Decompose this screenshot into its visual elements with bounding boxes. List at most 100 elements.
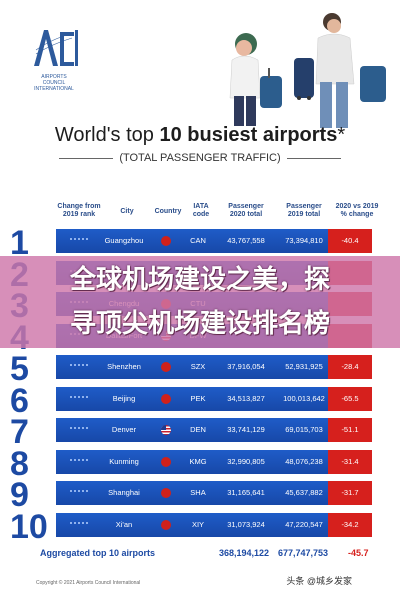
city: Denver xyxy=(111,425,137,434)
row-bar: Kunming KMG 32,990,805 48,076,238 -31.4 xyxy=(56,449,372,474)
iata-code: XIY xyxy=(191,519,205,529)
rank-number: 9 xyxy=(10,476,29,514)
flag-icon xyxy=(161,456,171,467)
flag-icon xyxy=(161,519,171,530)
table-header: Change from 2019 rank City Country IATA … xyxy=(0,203,400,233)
flag-icon xyxy=(161,425,171,435)
title-suffix: * xyxy=(337,124,346,146)
aggregate-label: Aggregated top 10 airports xyxy=(40,548,156,558)
iata-code: KMG xyxy=(189,456,207,466)
aggregate-p2020: 368,194,122 xyxy=(219,548,270,558)
iata-code: PEK xyxy=(190,393,206,403)
city: Xi'an xyxy=(115,519,133,529)
percent-change: -31.4 xyxy=(328,449,372,474)
chart-subtitle: (TOTAL PASSENGER TRAFFIC) xyxy=(0,152,400,164)
flag-icon xyxy=(161,488,171,498)
iata-code: CAN xyxy=(190,236,206,245)
plane-icon xyxy=(70,427,88,435)
table-row: 1 Guangzhou CAN 43,767,558 73,394,810 -40.4 xyxy=(0,224,400,262)
subtitle-rule-left xyxy=(59,157,114,159)
plane-icon xyxy=(70,490,88,498)
aggregate-change: -45.7 xyxy=(348,548,369,558)
percent-change: -65.5 xyxy=(328,386,372,411)
passengers-2019: 45,637,882 xyxy=(285,488,323,497)
table-row: 10 Xi'an XIY 31,073,924 47,220,547 -34.2 xyxy=(0,508,400,546)
flag-icon xyxy=(161,362,171,372)
iata-code: DEN xyxy=(190,425,206,434)
col-header-rank-change: Change from 2019 rank xyxy=(57,203,101,218)
aggregate-p2019: 677,747,753 xyxy=(278,548,329,558)
title-emphasis: busiest airports xyxy=(187,124,338,146)
passengers-2020: 31,165,641 xyxy=(227,488,265,497)
table-row: 7 Denver DEN 33,741,129 69,015,703 -51.1 xyxy=(0,413,400,451)
plane-icon xyxy=(70,521,88,530)
passengers-2019: 48,076,238 xyxy=(285,456,323,466)
row-bar: Denver DEN 33,741,129 69,015,703 -51.1 xyxy=(56,418,372,442)
passengers-2020: 31,073,924 xyxy=(227,519,265,529)
passengers-2019: 47,220,547 xyxy=(285,519,323,529)
aci-logo: AIRPORTS COUNCIL INTERNATIONAL xyxy=(30,26,78,92)
watermark: 头条 @城乡发家 xyxy=(286,576,352,586)
col-header-iata: IATA code xyxy=(192,203,210,218)
passengers-2019: 73,394,810 xyxy=(285,236,323,245)
copyright-footer: Copyright © 2021 Airports Council Intern… xyxy=(36,580,141,586)
aggregate-row: Aggregated top 10 airports 368,194,122 6… xyxy=(0,543,400,563)
overlay-line-1: 全球机场建设之美，探 xyxy=(69,265,330,295)
passengers-2019: 52,931,925 xyxy=(285,362,323,371)
passengers-2020: 32,990,805 xyxy=(227,456,265,466)
passengers-2020: 43,767,558 xyxy=(227,236,265,245)
row-bar: Beijing PEK 34,513,827 100,013,642 -65.5 xyxy=(56,386,372,411)
plane-icon xyxy=(70,395,88,404)
percent-change: -40.4 xyxy=(328,229,372,253)
city: Kunming xyxy=(109,456,139,466)
aci-org-line1: AIRPORTS COUNCIL xyxy=(41,74,67,86)
passengers-2020: 33,741,129 xyxy=(227,425,265,434)
passengers-2019: 100,013,642 xyxy=(283,393,325,403)
percent-change: -31.7 xyxy=(328,481,372,505)
row-bar: Shenzhen SZX 37,916,054 52,931,925 -28.4 xyxy=(56,355,372,379)
rank-number: 6 xyxy=(10,381,29,420)
aci-logo-mark xyxy=(30,26,78,70)
subtitle-text: (TOTAL PASSENGER TRAFFIC) xyxy=(119,152,281,164)
city: Shanghai xyxy=(108,488,140,497)
col-header-p2019: Passenger 2019 total xyxy=(286,203,322,218)
iata-code: SZX xyxy=(190,362,206,371)
title-prefix: World's top xyxy=(54,124,160,146)
aci-org-line2: INTERNATIONAL xyxy=(34,86,74,92)
col-header-city: City xyxy=(120,208,134,215)
col-header-p2020: Passenger 2020 total xyxy=(228,203,264,218)
table-row: 8 Kunming KMG 32,990,805 48,076,238 -31.4 xyxy=(0,445,400,483)
iata-code: SHA xyxy=(190,488,206,497)
col-header-country: Country xyxy=(154,208,182,215)
passengers-2020: 37,916,054 xyxy=(227,362,265,371)
plane-icon xyxy=(70,238,88,246)
table-row: 6 Beijing PEK 34,513,827 100,013,642 -65.5 xyxy=(0,382,400,420)
table-row: 5 Shenzhen SZX 37,916,054 52,931,925 -28.4 xyxy=(0,350,400,388)
overlay-banner xyxy=(0,256,400,348)
percent-change: -51.1 xyxy=(328,418,372,442)
passengers-2020: 34,513,827 xyxy=(227,393,265,403)
passengers-2019: 69,015,703 xyxy=(285,425,323,434)
plane-icon xyxy=(70,364,88,372)
plane-icon xyxy=(70,458,88,467)
overlay-headline: 全球机场建设之美，探 寻顶尖机场建设排名榜 xyxy=(0,258,400,346)
table-row: 9 Shanghai SHA 31,165,641 45,637,882 -31.7 xyxy=(0,476,400,514)
travelers-illustration xyxy=(194,8,394,138)
col-header-change: 2020 vs 2019 % change xyxy=(335,203,379,218)
rank-number: 10 xyxy=(10,507,48,546)
chart-title: World's top 10 busiest airports* xyxy=(0,124,400,147)
flag-icon xyxy=(161,236,171,246)
city: Guangzhou xyxy=(104,236,144,245)
rank-number: 8 xyxy=(10,444,29,483)
title-number: 10 xyxy=(159,124,182,146)
city: Beijing xyxy=(112,393,136,403)
city: Shenzhen xyxy=(107,362,141,371)
rank-number: 5 xyxy=(10,350,29,388)
percent-change: -28.4 xyxy=(328,355,372,379)
subtitle-rule-right xyxy=(286,157,341,159)
rank-number: 7 xyxy=(10,413,29,451)
overlay-line-2: 寻顶尖机场建设排名榜 xyxy=(69,309,330,339)
flag-icon xyxy=(161,393,171,404)
percent-change: -34.2 xyxy=(328,512,372,537)
row-bar: Xi'an XIY 31,073,924 47,220,547 -34.2 xyxy=(56,512,372,537)
